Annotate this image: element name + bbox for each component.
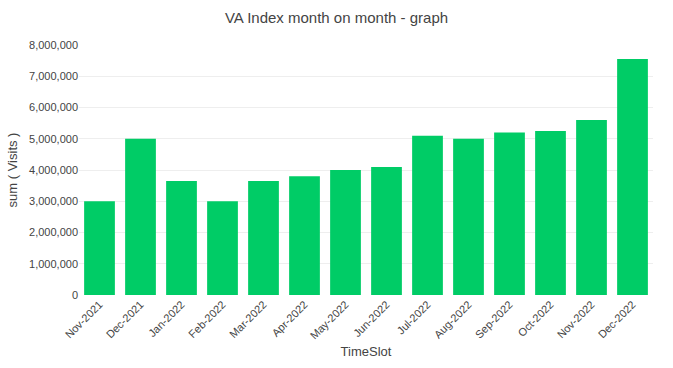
svg-text:TimeSlot: TimeSlot [341,344,392,359]
svg-text:Aug-2022: Aug-2022 [432,298,474,340]
svg-text:Nov-2021: Nov-2021 [63,298,105,340]
svg-text:Mar-2022: Mar-2022 [227,298,269,340]
svg-text:4,000,000: 4,000,000 [29,164,78,176]
svg-text:3,000,000: 3,000,000 [29,195,78,207]
svg-text:sum ( Visits ): sum ( Visits ) [5,133,20,208]
svg-text:VA Index month on month - grap: VA Index month on month - graph [225,9,448,26]
svg-text:Apr-2022: Apr-2022 [269,298,309,338]
svg-text:Sep-2022: Sep-2022 [473,298,515,340]
svg-text:7,000,000: 7,000,000 [29,70,78,82]
svg-text:Jan-2022: Jan-2022 [146,298,187,339]
svg-text:Feb-2022: Feb-2022 [186,298,228,340]
svg-text:Oct-2022: Oct-2022 [515,298,555,338]
svg-text:Dec-2021: Dec-2021 [104,298,146,340]
svg-text:May-2022: May-2022 [308,298,351,341]
svg-text:Nov-2022: Nov-2022 [555,298,597,340]
svg-text:5,000,000: 5,000,000 [29,133,78,145]
svg-text:1,000,000: 1,000,000 [29,258,78,270]
svg-text:Jun-2022: Jun-2022 [351,298,392,339]
svg-text:Jul-2022: Jul-2022 [394,298,432,336]
svg-text:Dec-2022: Dec-2022 [596,298,638,340]
svg-text:8,000,000: 8,000,000 [29,39,78,51]
svg-text:0: 0 [72,289,78,301]
svg-text:2,000,000: 2,000,000 [29,226,78,238]
svg-text:6,000,000: 6,000,000 [29,101,78,113]
